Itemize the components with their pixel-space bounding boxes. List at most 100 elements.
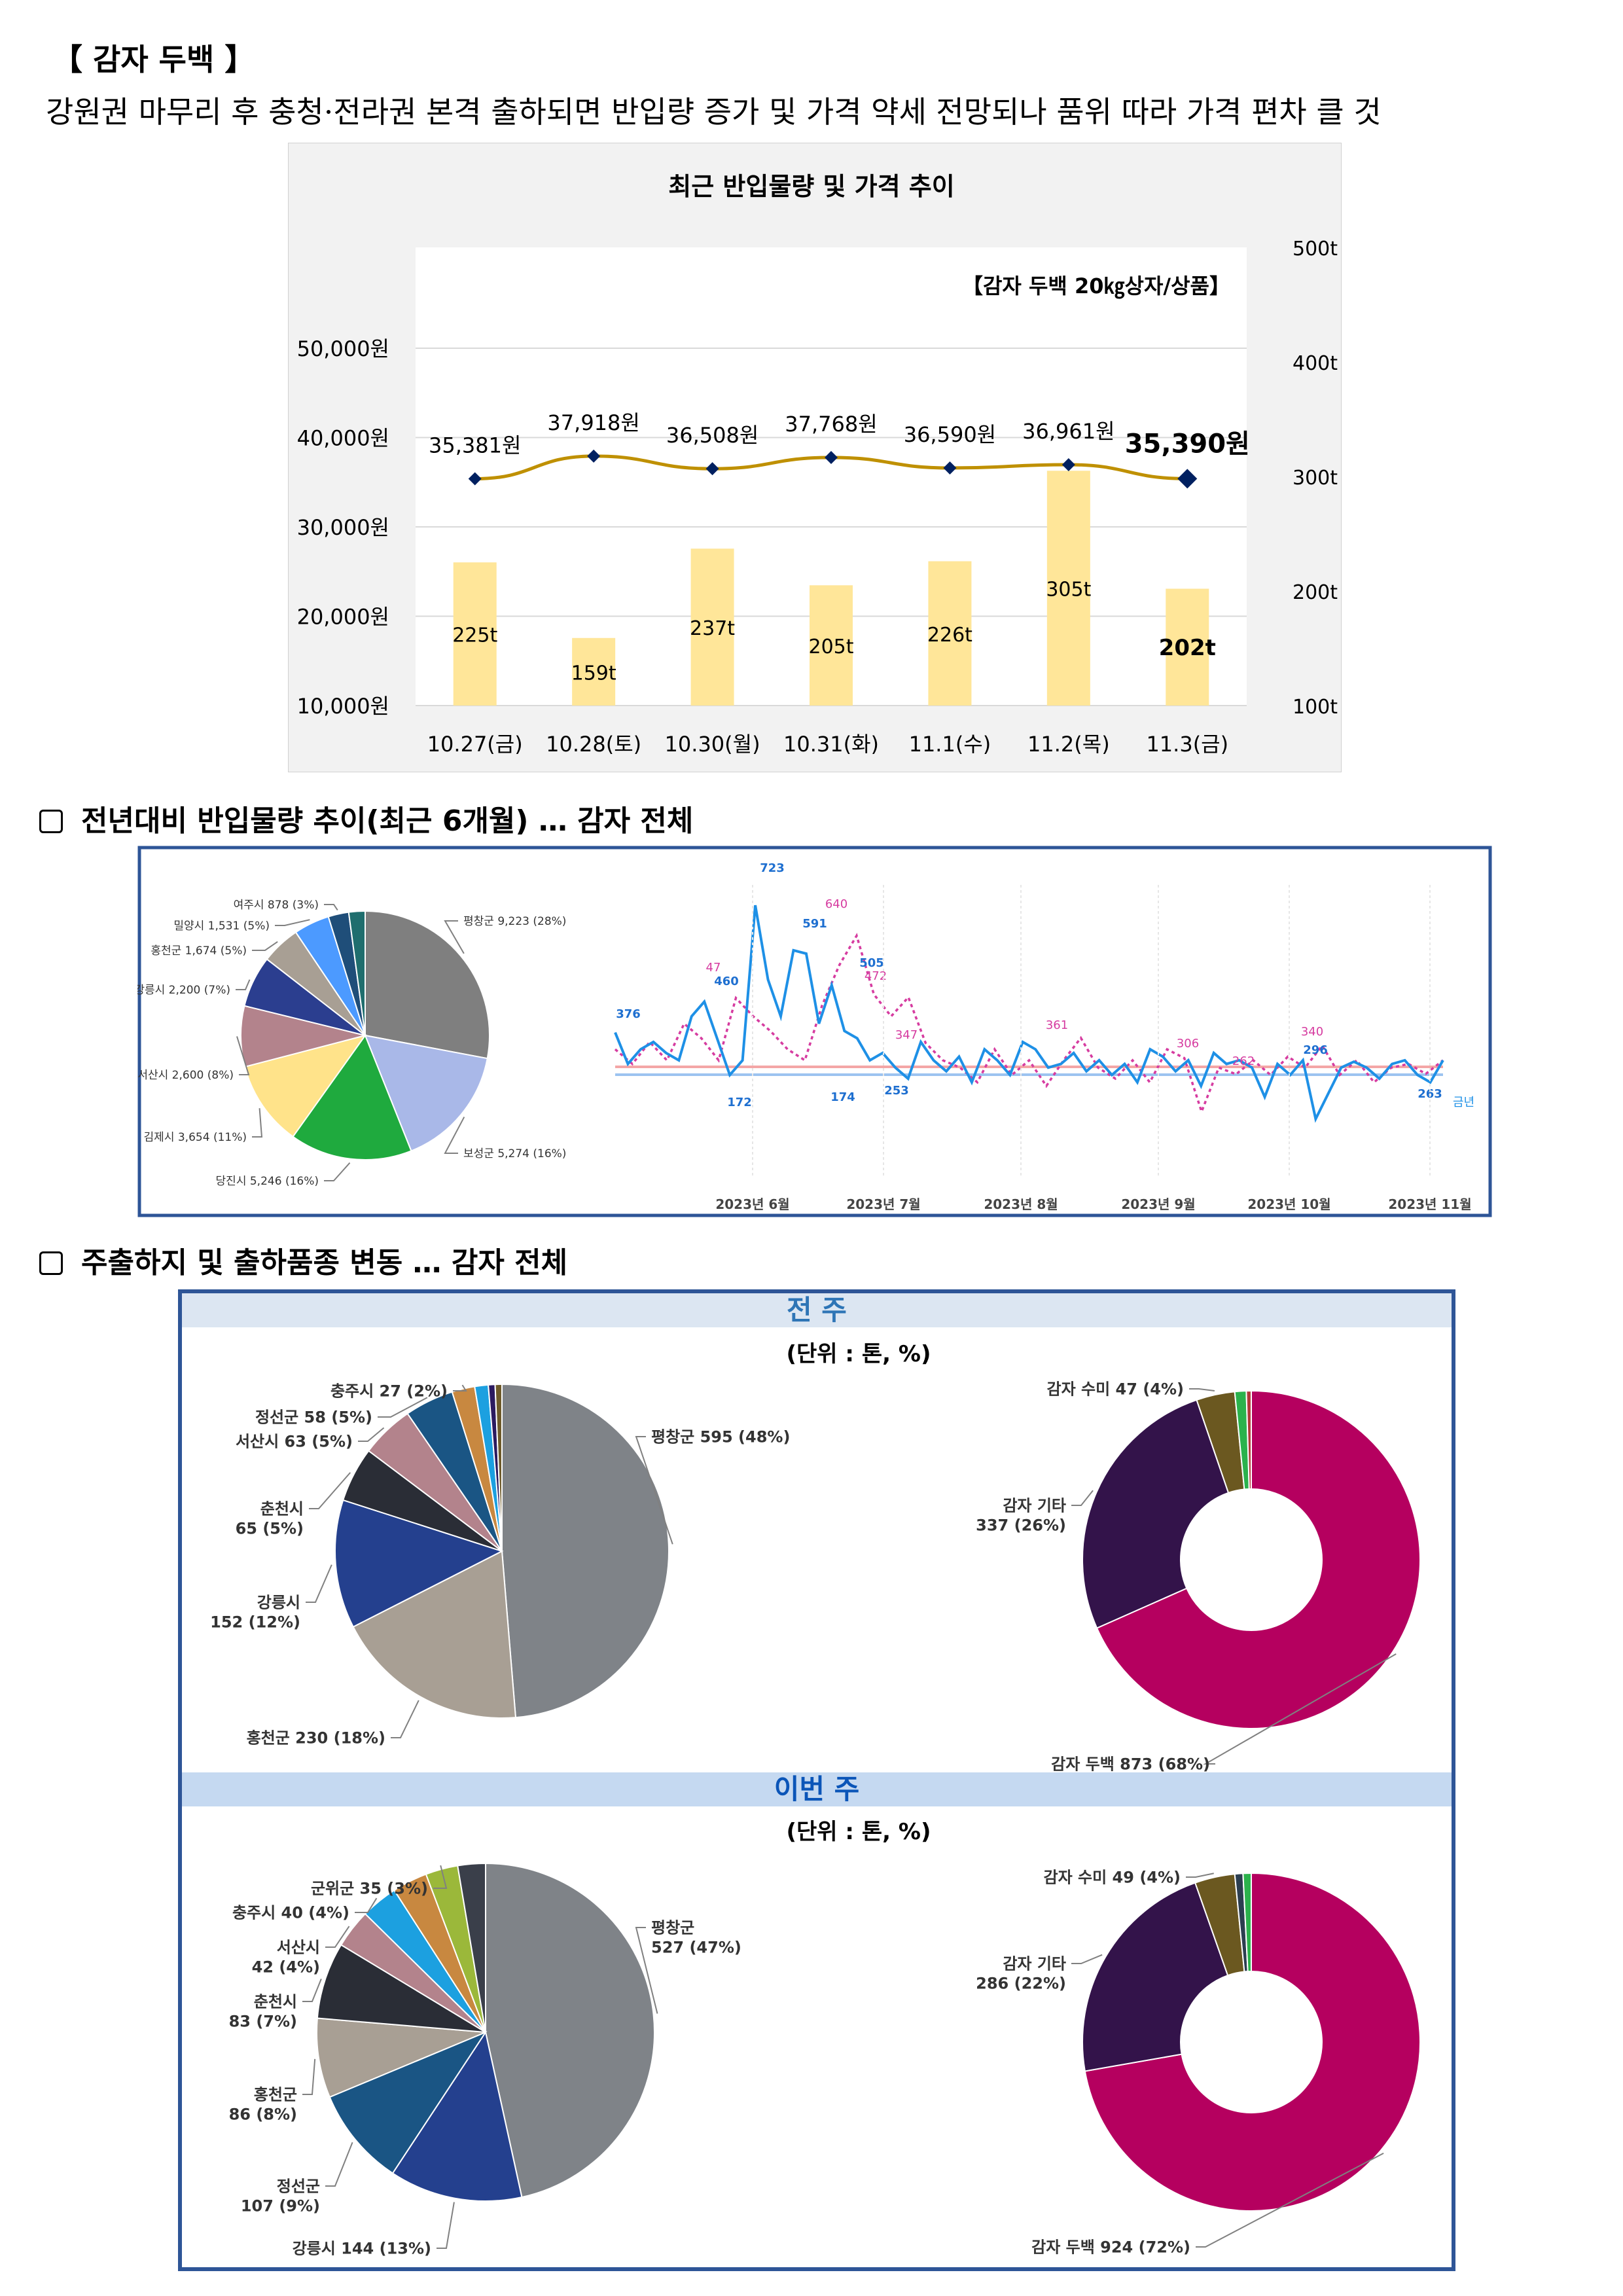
left-tick-label: 20,000원 — [297, 605, 389, 630]
price-label: 36,590원 — [904, 422, 996, 447]
chart-title: 최근 반입물량 및 가격 추이 — [668, 172, 954, 201]
leader-line — [635, 1436, 673, 1545]
slice-label: 당진시 5,246 (16%) — [216, 1175, 319, 1188]
prev-week-variety-donut: 감자 두백 873 (68%) 감자 기타 337 (26%) 감자 수미 47 (4… — [976, 1380, 1421, 1773]
slice-label: 김제시 3,654 (11%) — [144, 1131, 247, 1144]
price-label: 35,390원 — [1125, 429, 1250, 459]
price-label: 35,381원 — [429, 433, 521, 458]
month-label: 2023년 9월 — [1121, 1196, 1195, 1212]
slice-label-line: 65 (5%) — [236, 1519, 304, 1537]
slice-label: 감자 수미 49 (4%) — [1044, 1868, 1181, 1886]
volume-bar — [453, 562, 497, 706]
price-label: 37,918원 — [547, 410, 639, 435]
line-value-label: 460 — [714, 975, 739, 988]
price-marker — [825, 450, 838, 464]
line-value-label: 505 — [859, 956, 884, 970]
this-week-header: 이번 주 — [774, 1773, 860, 1805]
slice-label: 평창군 9,223 (28%) — [463, 915, 566, 928]
volume-label: 159t — [571, 662, 616, 685]
category-label: 11.3(금) — [1146, 732, 1228, 757]
month-label: 2023년 10월 — [1247, 1196, 1330, 1212]
left-axis-ticks: 10,000원 20,000원 30,000원 40,000원 50,000원 — [297, 336, 389, 719]
volume-bar — [690, 548, 734, 706]
month-label: 2023년 7월 — [846, 1196, 920, 1212]
pie-slice — [348, 910, 366, 1036]
checkbox-icon — [39, 1251, 63, 1275]
price-marker — [1177, 469, 1198, 489]
prev-week-header: 전 주 — [787, 1294, 847, 1326]
line-value-label: 640 — [825, 897, 847, 911]
pie-slice — [457, 1862, 486, 2033]
leader-line — [309, 1472, 351, 1509]
volume-bar — [928, 561, 972, 706]
price-label: 36,961원 — [1022, 419, 1115, 444]
left-tick-label: 10,000원 — [297, 694, 389, 719]
line-value-label: 376 — [616, 1007, 641, 1021]
slice-label: 강릉시 152 (12%) — [210, 1593, 300, 1631]
leader-line — [306, 1564, 332, 1603]
yoy-line-chart: 376 460 723 591 505 640 472 347 361 306 340 296 262 2… — [614, 861, 1474, 1212]
summary-text: 강원권 마무리 후 충청·전라권 본격 출하되면 반입량 증가 및 가격 약세 … — [46, 94, 1382, 130]
volume-bar — [810, 585, 853, 706]
leader-line — [236, 979, 251, 990]
leader-line — [1203, 1653, 1397, 1765]
category-label: 10.27(금) — [427, 732, 523, 757]
slice-label: 정선군 107 (9%) — [241, 2177, 320, 2215]
volume-label: 226t — [927, 624, 972, 647]
slice-label-line: 춘천시 — [260, 1499, 304, 1518]
leader-line — [302, 1979, 322, 2002]
chart-subtitle: 【감자 두백 20㎏상자/상품】 — [962, 274, 1230, 299]
slice-label-line: 평창군 — [651, 1918, 694, 1937]
slice-label: 평창군 527 (47%) — [651, 1918, 741, 1956]
volume-label: 202t — [1159, 635, 1216, 661]
pie-slice — [243, 1034, 367, 1138]
section2-title: 주출하지 및 출하품종 변동 … 감자 전체 — [39, 1239, 567, 1281]
slice-label-line: 83 (7%) — [229, 2012, 297, 2030]
this-week-variety-donut: 감자 두백 924 (72%) 감자 기타 286 (22%) 감자 수미 49 (4… — [976, 1868, 1421, 2256]
pie-slice — [1082, 1399, 1230, 1629]
left-tick-label: 40,000원 — [297, 426, 389, 451]
pie-slice — [240, 1005, 366, 1068]
volume-label: 237t — [690, 617, 735, 640]
slice-label: 춘천시 83 (7%) — [229, 1992, 297, 2030]
price-line: 35,381원 37,918원 36,508원 37,768원 36,590원 36,96… — [429, 410, 1250, 489]
line-value-label: 263 — [1418, 1087, 1442, 1101]
slice-label-line: 286 (22%) — [976, 1974, 1066, 1992]
line-value-label: 591 — [802, 917, 827, 931]
volume-label: 205t — [808, 636, 853, 658]
leader-line — [236, 1036, 250, 1075]
slice-label-line: 홍천군 — [254, 2085, 297, 2104]
leader-line — [358, 1427, 385, 1442]
line-value-label: 47 — [706, 961, 721, 975]
price-marker — [468, 472, 482, 486]
slice-label: 춘천시 65 (5%) — [236, 1499, 304, 1537]
leader-line — [433, 1865, 448, 1889]
slice-label-line: 42 (4%) — [252, 1958, 320, 1976]
line-value-label: 296 — [1303, 1043, 1328, 1057]
line-value-label: 306 — [1177, 1037, 1199, 1050]
slice-label: 강릉시 144 (13%) — [293, 2239, 431, 2257]
checkbox-icon — [39, 810, 63, 833]
leader-line — [635, 1927, 658, 2014]
slice-label: 군위군 35 (3%) — [311, 1879, 428, 1897]
x-axis-labels: 10.27(금) 10.28(토) 10.30(월) 10.31(화) 11.1(수) 1… — [427, 732, 1228, 757]
category-label: 11.2(목) — [1027, 732, 1110, 757]
price-volume-chart: 최근 반입물량 및 가격 추이 10,000원 20,000원 30,000원 40,… — [288, 143, 1342, 772]
pie-slice — [1084, 1872, 1421, 2212]
volume-bar — [572, 637, 616, 706]
prev-week-unit: (단위 : 톤, %) — [786, 1341, 931, 1367]
category-label: 10.28(토) — [546, 732, 641, 757]
leader-line — [324, 1162, 351, 1181]
slice-label-line: 감자 기타 — [1003, 1496, 1066, 1515]
pie-slice — [334, 1499, 504, 1628]
leader-line — [444, 920, 465, 954]
pie-slice — [1242, 1872, 1252, 1973]
shipping-panel: 전 주 (단위 : 톤, %) 평창군 595 (48%) 홍천군 230 (18… — [178, 1289, 1455, 2271]
slice-label: 홍천군 86 (8%) — [229, 2085, 297, 2123]
slice-label: 감자 수미 47 (4%) — [1047, 1380, 1184, 1398]
leader-line — [437, 2202, 455, 2249]
right-tick-label: 500t — [1293, 238, 1338, 260]
leader-line — [453, 1384, 467, 1391]
price-marker — [1061, 457, 1075, 471]
leader-line — [325, 2142, 353, 2187]
